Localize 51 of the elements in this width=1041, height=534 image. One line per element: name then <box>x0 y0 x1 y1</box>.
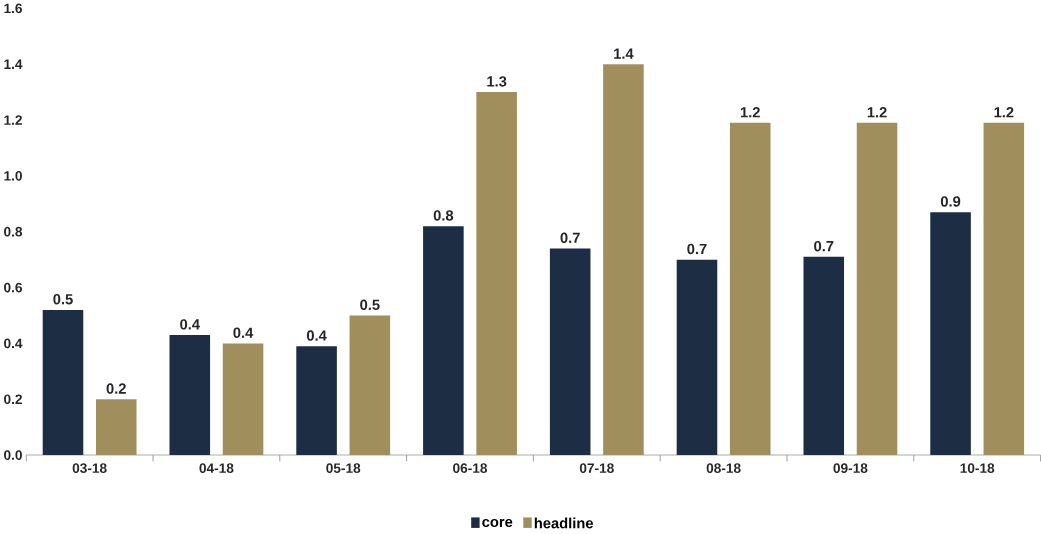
y-tick-label: 0.0 <box>4 450 22 460</box>
data-label: 0.7 <box>687 243 707 255</box>
bar <box>222 343 264 456</box>
data-label: 0.5 <box>53 293 73 305</box>
x-tick-label: 04-18 <box>199 463 234 473</box>
x-tick-label: 07-18 <box>579 463 614 473</box>
data-label: 0.8 <box>433 210 454 221</box>
data-label: 0.7 <box>560 232 580 243</box>
bar <box>423 226 464 456</box>
bar <box>930 212 971 456</box>
x-tick-label: 09-18 <box>833 463 868 473</box>
data-label: 0.9 <box>940 196 961 207</box>
y-tick-label: 0.8 <box>4 226 23 237</box>
data-label: 0.4 <box>233 327 254 338</box>
bar <box>169 335 211 456</box>
bar <box>549 248 591 456</box>
bar <box>476 92 517 456</box>
data-label: 1.2 <box>994 107 1014 118</box>
bar <box>729 122 771 456</box>
y-tick-label: 0.2 <box>4 394 22 405</box>
bar <box>296 346 337 456</box>
y-tick-label: 1.6 <box>4 3 23 14</box>
data-label: 0.5 <box>360 299 380 310</box>
data-label: 1.4 <box>614 48 634 59</box>
bar <box>95 399 137 456</box>
data-label: 0.7 <box>814 240 834 252</box>
bar <box>42 309 84 456</box>
x-tick-label: 05-18 <box>326 463 361 473</box>
bar <box>803 256 845 456</box>
y-tick-label: 1.2 <box>4 115 22 125</box>
data-label: 0.2 <box>106 383 126 394</box>
x-tick-label: 06-18 <box>453 463 488 473</box>
y-tick-label: 0.4 <box>4 338 23 349</box>
x-tick-label: 03-18 <box>72 463 107 473</box>
data-label: 0.4 <box>306 330 327 341</box>
y-tick-label: 0.6 <box>4 282 23 293</box>
bar <box>349 315 391 456</box>
legend-label: core <box>482 518 513 528</box>
data-label: 1.2 <box>740 107 760 118</box>
x-tick-label: 08-18 <box>706 463 741 473</box>
bar <box>676 259 718 456</box>
legend-label: headline <box>534 517 594 529</box>
data-label: 1.2 <box>867 107 887 118</box>
bar <box>983 122 1025 456</box>
bar <box>603 64 644 456</box>
x-tick-label: 10-18 <box>960 463 995 473</box>
bar <box>856 122 898 456</box>
data-label: 0.4 <box>180 319 200 330</box>
y-tick-label: 1.4 <box>4 59 23 69</box>
y-tick-label: 1.0 <box>4 171 22 181</box>
data-label: 1.3 <box>487 76 507 87</box>
